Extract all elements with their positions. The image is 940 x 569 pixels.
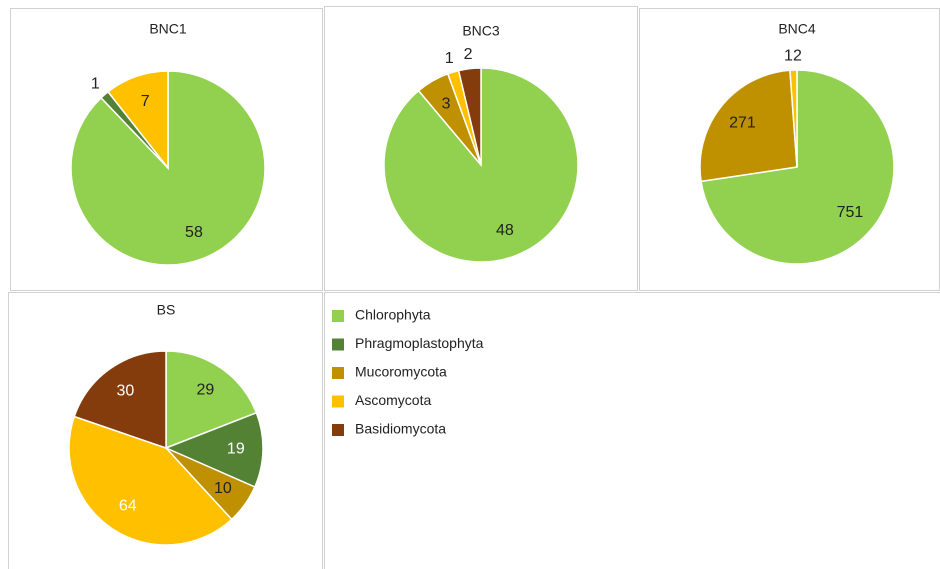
legend-swatch: [332, 395, 344, 408]
data-label: 30: [117, 382, 135, 399]
legend-swatch: [332, 338, 344, 351]
legend-label: Phragmoplastophyta: [355, 335, 484, 351]
panel: [8, 292, 323, 569]
data-label: 12: [784, 47, 802, 64]
data-label: 64: [119, 498, 137, 515]
pie-slice: [699, 69, 798, 183]
pie-slice: [457, 67, 482, 166]
data-label: 7: [141, 93, 150, 110]
legend-swatch: [332, 310, 344, 322]
chart-title: BS: [157, 302, 176, 318]
panel: [324, 292, 940, 569]
pie-slice: [789, 69, 798, 168]
data-label: 1: [445, 50, 454, 67]
data-label: 271: [729, 115, 756, 132]
data-label: 2: [464, 46, 473, 63]
data-label: 751: [837, 204, 864, 221]
data-label: 58: [185, 224, 203, 241]
pie-slice: [164, 411, 264, 488]
legend-label: Chlorophyta: [355, 307, 431, 323]
legend-swatch: [332, 424, 344, 436]
panel: [324, 6, 638, 291]
chart-title: BNC1: [149, 21, 187, 37]
legend-label: Mucoromycota: [355, 364, 447, 380]
pie-slice: [73, 350, 167, 450]
data-label: 19: [227, 441, 245, 458]
chart-title: BNC4: [778, 21, 816, 37]
data-label: 29: [197, 382, 215, 399]
data-label: 3: [442, 96, 451, 113]
pie-slice: [68, 415, 233, 546]
pie-slice: [106, 70, 169, 171]
panel: [10, 8, 323, 291]
data-label: 48: [496, 222, 514, 239]
legend-label: Ascomycota: [355, 392, 431, 408]
legend-swatch: [332, 367, 344, 379]
chart-title: BNC3: [462, 23, 500, 39]
data-label: 10: [214, 480, 232, 497]
pie-slice: [165, 350, 258, 450]
data-label: 1: [91, 75, 100, 92]
legend-label: Basidiomycota: [355, 421, 446, 437]
